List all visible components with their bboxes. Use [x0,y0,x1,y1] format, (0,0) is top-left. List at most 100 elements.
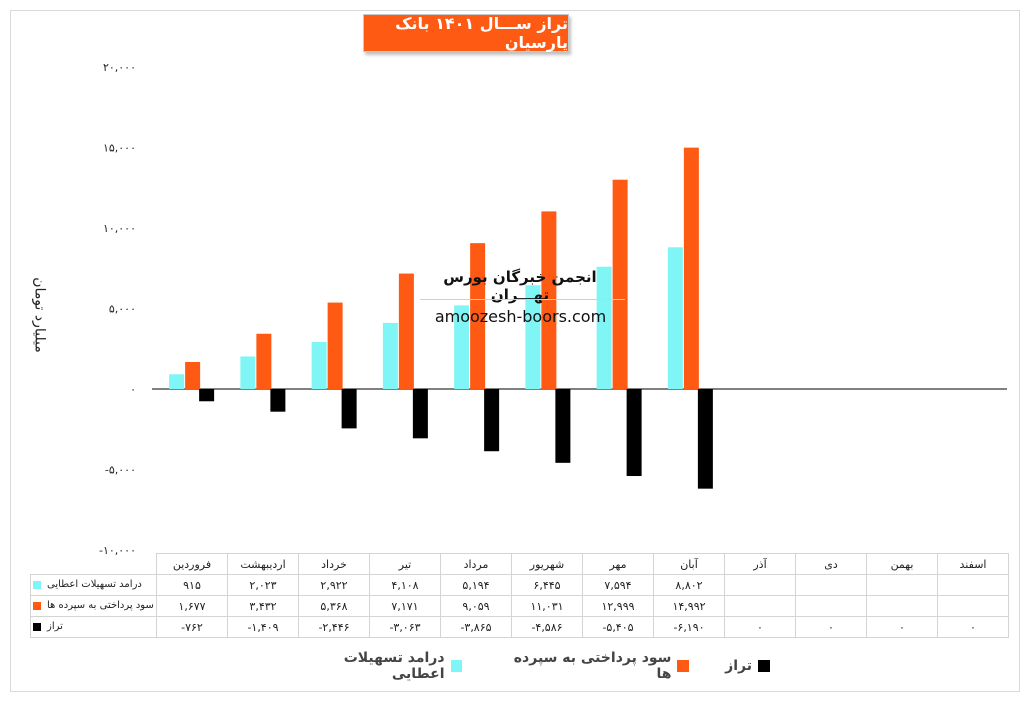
table-cell [937,574,1009,596]
table-month-header: آذر [724,553,796,575]
chart-title: تراز ســـال ۱۴۰۱ بانک پارسیان [363,14,569,52]
legend-item-balance: تراز [725,658,770,674]
table-cell [724,595,796,617]
table-month-header: بهمن [866,553,938,575]
table-cell: ۹,۰۵۹ [440,595,512,617]
table-cell: -۱,۴۰۹ [227,616,299,638]
y-tick-label: ۲۰,۰۰۰ [103,61,136,74]
table-cell: ۷,۱۷۱ [369,595,441,617]
balance-bar [270,389,286,412]
paid-bar [256,333,272,389]
watermark-divider [420,299,625,300]
table-cell: ۲,۹۲۲ [298,574,370,596]
table-cell [795,595,867,617]
table-cell: ۴,۱۰۸ [369,574,441,596]
table-month-header: آبان [653,553,725,575]
chart-frame [10,10,1020,692]
table-cell [937,595,1009,617]
table-row-label: سود پرداختی به سپرده ها [30,595,157,617]
data-table: فروردین اردیبهشت خرداد تیر مرداد شهریور مهر آبا… [30,553,1009,638]
watermark-url: amoozesh-boors.com [434,307,607,326]
legend-label-paid: سود پرداختی به سپرده ها [513,650,672,682]
table-month-header: شهریور [511,553,583,575]
table-cell: -۶,۱۹۰ [653,616,725,638]
paid-bar [327,302,343,389]
table-cell: -۳,۰۶۳ [369,616,441,638]
table-cell: ۵,۱۹۴ [440,574,512,596]
table-header-row: فروردین اردیبهشت خرداد تیر مرداد شهریور مهر آبا… [30,553,1009,575]
table-month-header: مهر [582,553,654,575]
balance-bar [697,389,713,489]
table-cell: ۰ [866,616,938,638]
table-month-header: فروردین [156,553,228,575]
table-corner [30,553,157,575]
table-cell: ۱۲,۹۹۹ [582,595,654,617]
income-swatch [33,580,41,589]
legend-swatch-paid [677,660,690,672]
table-cell: ۹۱۵ [156,574,228,596]
table-cell: ۰ [724,616,796,638]
table-cell: ۱۴,۹۹۲ [653,595,725,617]
balance-bar [484,389,500,452]
balance-bar [199,389,215,402]
balance-bar [341,389,357,429]
balance-swatch [33,622,41,631]
table-row-balance: تراز -۷۶۲ -۱,۴۰۹ -۲,۴۴۶ -۳,۰۶۳ -۳,۸۶۵ -۴,۵۸۶-… [30,616,1009,638]
table-month-header: مرداد [440,553,512,575]
table-cell: -۷۶۲ [156,616,228,638]
table-cell [866,595,938,617]
table-cell: ۷,۵۹۴ [582,574,654,596]
legend-swatch-income [450,660,463,672]
table-month-header: تیر [369,553,441,575]
table-cell [795,574,867,596]
table-row-paid: سود پرداختی به سپرده ها ۱,۶۷۷ ۳,۴۳۲ ۵,۳۶۸ ۷… [30,595,1009,617]
table-row-income: درامد تسهیلات اعطایی ۹۱۵ ۲,۰۲۳ ۲,۹۲۲ ۴,۱۰۸ ۵… [30,574,1009,596]
table-cell: ۵,۳۶۸ [298,595,370,617]
table-month-header: اردیبهشت [227,553,299,575]
legend-swatch-balance [758,660,770,672]
income-bar [382,322,398,389]
table-cell: ۲,۰۲۳ [227,574,299,596]
table-cell: -۲,۴۴۶ [298,616,370,638]
paid-bar [541,211,557,389]
table-cell: ۱,۶۷۷ [156,595,228,617]
table-cell: ۰ [937,616,1009,638]
balance-bar [412,389,428,439]
income-bar [454,305,470,389]
y-tick-label: ۱۰,۰۰۰ [103,222,136,235]
paid-bar [683,147,699,389]
balance-bar [626,389,642,477]
paid-swatch [33,601,41,610]
legend-item-paid: سود پرداختی به سپرده ها [498,650,690,682]
paid-bar [470,243,486,389]
table-cell: ۳,۴۳۲ [227,595,299,617]
table-month-header: دی [795,553,867,575]
table-cell [866,574,938,596]
table-cell: ۰ [795,616,867,638]
legend: درامد تسهیلات اعطایی سود پرداختی به سپرد… [290,650,770,682]
table-cell: -۵,۴۰۵ [582,616,654,638]
income-bar [596,266,612,389]
legend-label-balance: تراز [725,658,752,674]
paid-bar [398,273,414,389]
legend-item-income: درامد تسهیلات اعطایی [290,650,463,682]
table-cell: ۶,۴۴۵ [511,574,583,596]
y-tick-label: -۵,۰۰۰ [105,464,136,477]
paid-bar [185,362,201,389]
y-tick-label: ۱۵,۰۰۰ [103,142,136,155]
table-cell [724,574,796,596]
income-bar [240,356,256,389]
balance-bar [555,389,571,463]
income-bar [311,341,327,389]
table-cell: ۱۱,۰۳۱ [511,595,583,617]
table-row-label: تراز [30,616,157,638]
y-tick-label: ۰ [130,383,136,396]
table-row-label: درامد تسهیلات اعطایی [30,574,157,596]
y-tick-label: ۵,۰۰۰ [109,303,136,316]
income-bar [667,247,683,389]
income-bar [525,285,541,389]
paid-bar [612,179,628,389]
table-month-header: اسفند [937,553,1009,575]
table-cell: ۸,۸۰۲ [653,574,725,596]
